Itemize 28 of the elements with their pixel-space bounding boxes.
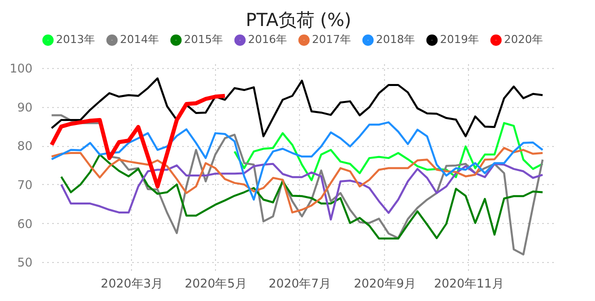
y-tick-label: 80 (17, 139, 32, 154)
legend-label: 2014年 (120, 33, 159, 46)
legend-label: 2018年 (376, 33, 415, 46)
legend-label: 2020年 (504, 33, 543, 46)
y-tick-label: 50 (17, 256, 32, 270)
legend-label: 2013年 (56, 33, 95, 46)
x-tick-label: 2020年3月 (100, 276, 163, 290)
x-tick-label: 2020年9月 (354, 276, 416, 290)
legend-label: 2015年 (184, 33, 223, 46)
line-series (50, 77, 544, 138)
line-series (50, 114, 544, 256)
x-tick-label: 2020年5月 (184, 276, 247, 290)
legend-label: 2016年 (248, 33, 287, 46)
line-series (60, 154, 544, 240)
x-tick-label: 2020年11月 (434, 276, 504, 290)
legend-label: 2019年 (440, 33, 479, 46)
y-tick-label: 70 (17, 178, 32, 192)
line-series (234, 122, 544, 182)
line-series (50, 94, 227, 188)
x-tick-label: 2020年7月 (268, 276, 331, 290)
line-series (50, 146, 544, 214)
legend-label: 2017年 (312, 33, 351, 46)
chart-title: PTA负荷 (%) (246, 10, 352, 31)
y-tick-label: 60 (17, 216, 32, 231)
line-series (50, 121, 544, 201)
y-tick-label: 100 (10, 61, 32, 76)
y-tick-label: 90 (17, 100, 32, 114)
line-series (60, 162, 544, 220)
